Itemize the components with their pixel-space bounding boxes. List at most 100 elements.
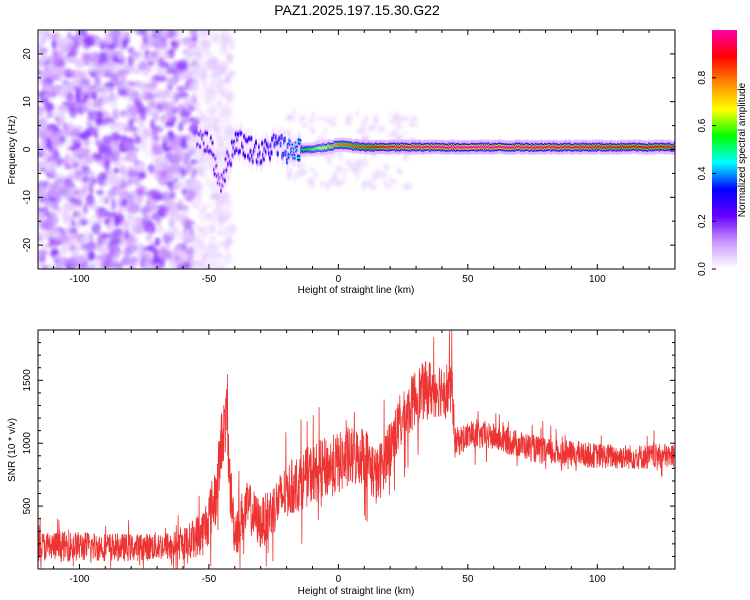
noise-blob	[113, 167, 120, 173]
x-tick-label: 100	[589, 574, 606, 585]
signal-core	[213, 173, 216, 176]
noise-blob	[148, 163, 155, 175]
noise-blob	[80, 166, 88, 171]
noise-blob	[57, 118, 65, 124]
x-tick-label: 0	[336, 574, 342, 585]
noise-blob	[70, 197, 82, 206]
noise-blob	[184, 37, 191, 46]
noise-blob	[170, 62, 177, 67]
noise-blob	[197, 248, 205, 253]
noise-blob	[205, 111, 212, 117]
noise-blob	[132, 146, 140, 153]
noise-blob	[121, 175, 129, 180]
noise-blob	[50, 249, 59, 257]
noise-blob	[132, 131, 140, 137]
signal-core	[198, 133, 201, 136]
signal-core	[248, 137, 250, 140]
noise-blob	[136, 108, 148, 115]
noise-blob	[171, 99, 179, 105]
noise-blob	[58, 110, 65, 119]
noise-blob	[209, 221, 216, 234]
noise-blob	[105, 211, 118, 218]
noise-blob	[120, 76, 126, 82]
noise-blob	[385, 183, 393, 189]
noise-blob	[112, 237, 122, 245]
noise-blob	[205, 213, 213, 219]
noise-blob	[103, 236, 109, 246]
noise-blob	[52, 52, 60, 59]
noise-blob	[329, 121, 338, 127]
noise-blob	[391, 179, 398, 184]
noise-blob	[220, 227, 232, 234]
noise-blob	[153, 134, 160, 142]
noise-blob	[126, 95, 133, 101]
noise-blob	[138, 138, 148, 150]
signal-core	[264, 140, 267, 143]
noise-blob	[110, 36, 120, 41]
noise-blob	[183, 249, 195, 254]
noise-blob	[158, 176, 168, 186]
noise-blob	[156, 127, 162, 133]
noise-blob	[137, 124, 143, 136]
noise-blob	[63, 122, 68, 131]
noise-blob	[48, 92, 58, 98]
noise-blob	[382, 181, 389, 186]
noise-blob	[135, 52, 147, 61]
noise-blob	[121, 31, 130, 39]
noise-blob	[129, 49, 138, 58]
noise-blob	[396, 167, 402, 174]
noise-blob	[311, 110, 315, 119]
noise-blob	[160, 101, 173, 111]
figure-title: PAZ1.2025.197.15.30.G22	[274, 2, 440, 18]
noise-blob	[65, 92, 75, 103]
noise-blob	[59, 184, 71, 195]
noise-blob	[178, 111, 190, 118]
noise-blob	[146, 210, 152, 217]
noise-blob	[132, 176, 139, 183]
noise-blob	[155, 225, 165, 234]
noise-blob	[372, 114, 379, 121]
noise-blob	[126, 125, 135, 133]
noise-blob	[131, 228, 144, 233]
noise-blob	[86, 177, 98, 185]
noise-blob	[409, 119, 415, 122]
noise-blob	[107, 193, 115, 200]
noise-blob	[128, 118, 135, 128]
noise-blob	[101, 93, 111, 105]
noise-blob	[379, 171, 388, 179]
noise-blob	[356, 109, 359, 118]
noise-blob	[79, 235, 92, 244]
noise-blob	[164, 200, 170, 206]
noise-blob	[129, 256, 138, 267]
noise-blob	[174, 38, 180, 46]
noise-blob	[149, 189, 162, 201]
noise-blob	[143, 260, 154, 269]
noise-blob	[61, 104, 66, 111]
noise-blob	[215, 256, 225, 268]
noise-blob	[151, 30, 162, 39]
x-tick-label: 100	[589, 274, 606, 285]
noise-blob	[114, 199, 124, 204]
x-tick-label: -100	[69, 274, 89, 285]
noise-blob	[140, 42, 145, 51]
signal-core	[234, 151, 236, 154]
signal-core	[220, 189, 222, 192]
x-tick-label: -50	[202, 274, 217, 285]
noise-blob	[362, 163, 369, 168]
signal-core	[270, 151, 273, 154]
noise-blob	[38, 255, 46, 263]
noise-blob	[180, 70, 192, 81]
noise-blob	[108, 221, 116, 229]
snr-axes: -100 -50 0 50 100 500 1000 1500	[22, 329, 676, 585]
noise-blob	[97, 110, 104, 123]
noise-blob	[114, 185, 122, 194]
noise-blob	[224, 116, 234, 121]
noise-blob	[323, 127, 328, 132]
noise-blob	[78, 153, 89, 158]
noise-blob	[147, 93, 160, 98]
noise-blob	[152, 77, 158, 87]
noise-blob	[302, 123, 310, 127]
noise-blob	[56, 209, 66, 214]
noise-blob	[139, 81, 147, 94]
noise-blob	[225, 251, 230, 258]
